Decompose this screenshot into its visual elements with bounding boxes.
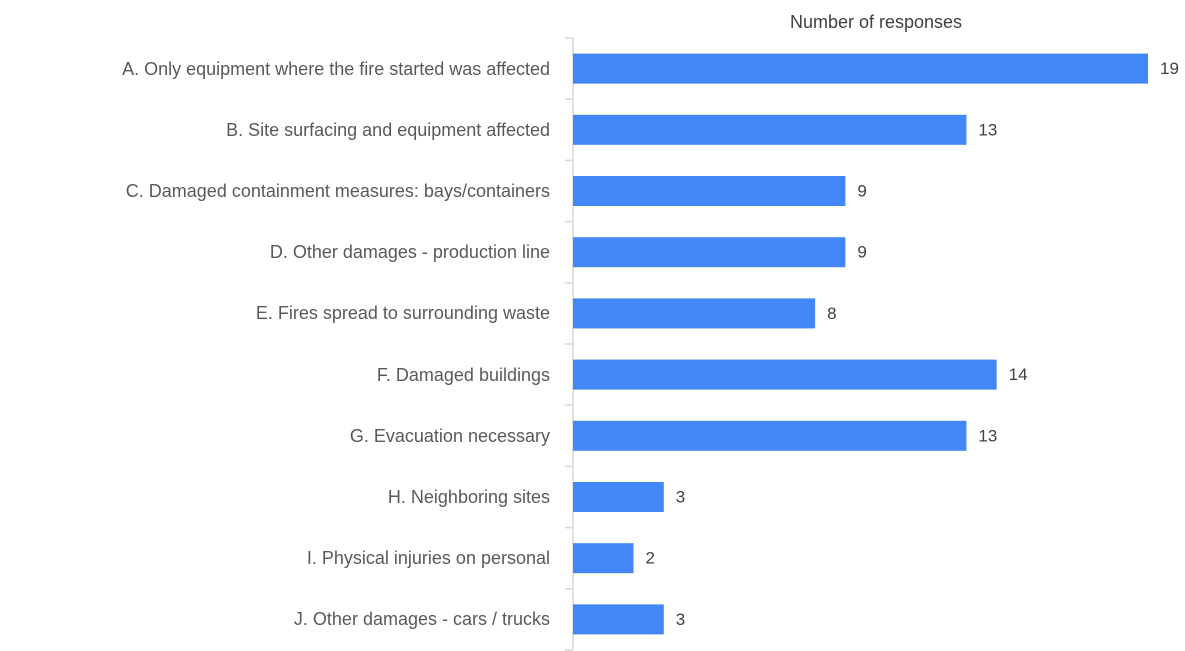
category-label-box: B. Site surfacing and equipment affected xyxy=(10,99,550,160)
category-label: H. Neighboring sites xyxy=(387,486,550,507)
value-label: 19 xyxy=(1160,59,1179,78)
bar xyxy=(573,298,816,329)
bar xyxy=(573,420,967,451)
value-label: 13 xyxy=(978,120,997,139)
category-label-box: D. Other damages - production line xyxy=(10,222,550,283)
bar xyxy=(573,237,846,268)
bar xyxy=(573,114,967,145)
category-label: F. Damaged buildings xyxy=(376,364,550,385)
category-label-box: G. Evacuation necessary xyxy=(10,405,550,466)
category-label-box: I. Physical injuries on personal xyxy=(10,528,550,589)
category-label-box: C. Damaged containment measures: bays/co… xyxy=(10,160,550,221)
bar xyxy=(573,604,664,635)
value-label: 9 xyxy=(857,243,866,262)
value-label: 13 xyxy=(978,426,997,445)
category-label: C. Damaged containment measures: bays/co… xyxy=(125,180,550,201)
value-label: 3 xyxy=(676,487,685,506)
category-label-box: H. Neighboring sites xyxy=(10,466,550,527)
category-label: A. Only equipment where the fire started… xyxy=(122,58,550,79)
category-label-box: E. Fires spread to surrounding waste xyxy=(10,283,550,344)
chart-title: Number of responses xyxy=(790,12,962,32)
bar xyxy=(573,176,846,206)
value-label: 8 xyxy=(827,304,836,323)
bar xyxy=(573,359,997,390)
category-label: B. Site surfacing and equipment affected xyxy=(226,119,550,140)
category-label: G. Evacuation necessary xyxy=(349,425,550,446)
category-label-box: F. Damaged buildings xyxy=(10,344,550,405)
category-label: J. Other damages - cars / trucks xyxy=(293,609,550,630)
bar xyxy=(573,482,664,512)
bar xyxy=(573,53,1148,84)
category-label: E. Fires spread to surrounding waste xyxy=(255,303,550,324)
value-label: 14 xyxy=(1009,365,1028,384)
category-label-box: A. Only equipment where the fire started… xyxy=(10,38,550,99)
category-label-box: J. Other damages - cars / trucks xyxy=(10,589,550,650)
value-label: 9 xyxy=(857,181,866,200)
category-label: D. Other damages - production line xyxy=(269,242,550,263)
category-label: I. Physical injuries on personal xyxy=(306,548,550,569)
value-label: 2 xyxy=(646,549,655,568)
value-label: 3 xyxy=(676,610,685,629)
bar xyxy=(573,543,634,574)
